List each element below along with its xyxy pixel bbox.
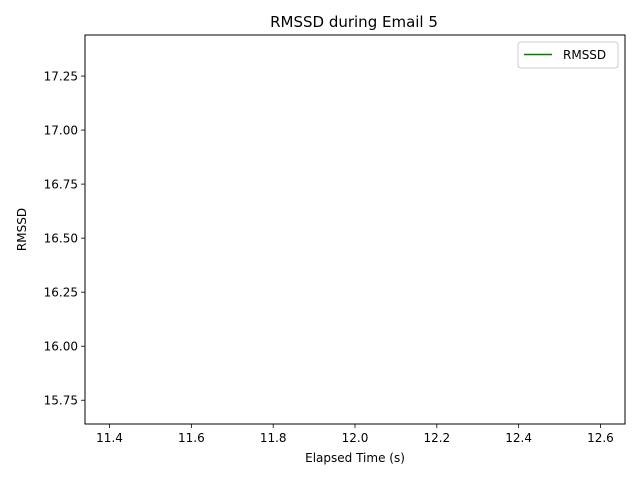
x-tick-label: 12.0: [342, 431, 369, 445]
y-tick-label: 15.75: [44, 394, 78, 408]
plot-area: [85, 35, 625, 424]
y-tick-label: 17.00: [44, 124, 78, 138]
x-tick-label: 12.2: [423, 431, 450, 445]
y-tick-label: 16.75: [44, 178, 78, 192]
y-tick-label: 16.00: [44, 340, 78, 354]
x-tick-label: 11.8: [260, 431, 287, 445]
x-axis: 11.4 11.6 11.8 12.0 12.2 12.4 12.6: [96, 424, 614, 445]
x-tick-label: 12.6: [587, 431, 614, 445]
x-tick-label: 11.6: [178, 431, 205, 445]
x-tick-label: 11.4: [96, 431, 123, 445]
legend-label-rmssd: RMSSD: [563, 48, 606, 62]
y-tick-label: 17.25: [44, 70, 78, 84]
y-axis-label: RMSSD: [15, 208, 29, 251]
x-tick-label: 12.4: [505, 431, 532, 445]
x-axis-label: Elapsed Time (s): [305, 451, 405, 465]
y-tick-label: 16.25: [44, 286, 78, 300]
y-tick-label: 16.50: [44, 232, 78, 246]
chart-title: RMSSD during Email 5: [270, 13, 438, 31]
legend: RMSSD: [517, 41, 619, 69]
legend-box: [517, 41, 619, 69]
y-axis: 15.75 16.00 16.25 16.50 16.75 17.00 17.25: [44, 70, 85, 408]
